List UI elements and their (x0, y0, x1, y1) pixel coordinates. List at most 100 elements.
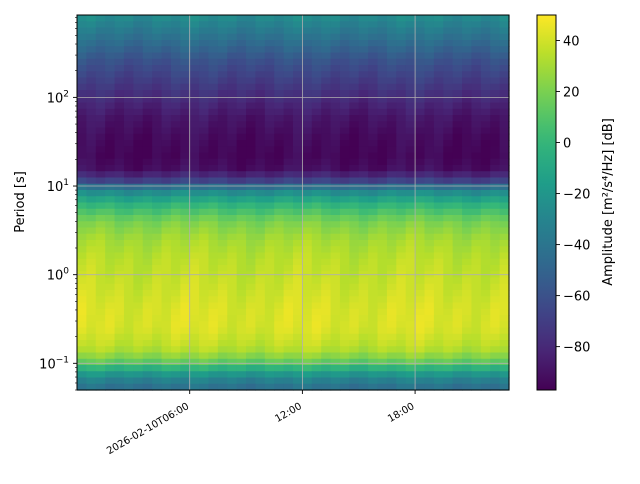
heatmap-cell (77, 277, 87, 285)
heatmap-cell (217, 252, 228, 260)
heatmap-cell (255, 221, 266, 229)
heatmap-cell (358, 227, 369, 235)
heatmap-cell (255, 83, 266, 91)
heatmap-cell (349, 108, 360, 116)
heatmap-cell (133, 321, 144, 329)
heatmap-cell (405, 108, 416, 116)
heatmap-cell (180, 177, 191, 185)
heatmap-cell (396, 115, 407, 122)
heatmap-cell (433, 146, 444, 154)
heatmap-cell (386, 158, 397, 166)
heatmap-cell (443, 346, 454, 354)
heatmap-cell (490, 133, 501, 141)
heatmap-cell (114, 358, 125, 366)
heatmap-cell (246, 171, 257, 179)
heatmap-cell (339, 202, 350, 210)
heatmap-cell (246, 96, 257, 104)
heatmap-cell (321, 302, 332, 310)
heatmap-cell (114, 333, 125, 341)
heatmap-cell (330, 146, 341, 154)
heatmap-cell (208, 290, 219, 297)
heatmap-cell (349, 221, 360, 229)
heatmap-cell (77, 83, 87, 91)
heatmap-cell (368, 133, 379, 141)
heatmap-cell (133, 65, 144, 72)
heatmap-cell (114, 302, 125, 310)
heatmap-cell (452, 46, 463, 54)
heatmap-cell (255, 58, 266, 66)
heatmap-cell (283, 58, 294, 66)
heatmap-cell (452, 140, 463, 147)
heatmap-cell (236, 302, 247, 310)
heatmap-cell (377, 40, 388, 47)
heatmap-cell (161, 52, 172, 60)
heatmap-cell (123, 190, 134, 197)
heatmap-cell (246, 121, 257, 129)
heatmap-cell (480, 140, 491, 147)
heatmap-cell (471, 90, 482, 97)
heatmap-cell (321, 171, 332, 179)
heatmap-cell (283, 308, 294, 316)
heatmap-cell (471, 15, 482, 22)
heatmap-cell (199, 358, 210, 366)
heatmap-cell (424, 352, 435, 360)
heatmap-cell (358, 115, 369, 122)
heatmap-cell (443, 246, 454, 254)
heatmap-cell (368, 33, 379, 41)
heatmap-cell (424, 290, 435, 297)
heatmap-cell (161, 108, 172, 116)
heatmap-cell (311, 171, 322, 179)
heatmap-cell (415, 371, 426, 379)
heatmap-cell (255, 240, 266, 247)
heatmap-cell (95, 108, 106, 116)
heatmap-cell (462, 46, 473, 54)
heatmap-cell (123, 358, 134, 366)
heatmap-cell (499, 221, 510, 229)
heatmap-cell (227, 352, 238, 360)
heatmap-cell (114, 277, 125, 285)
heatmap-cell (142, 196, 153, 204)
heatmap-cell (199, 152, 210, 160)
heatmap-cell (339, 90, 350, 97)
heatmap-cell (424, 183, 435, 191)
heatmap-cell (415, 290, 426, 297)
heatmap-cell (452, 177, 463, 185)
heatmap-cell (77, 365, 87, 372)
heatmap-cell (311, 58, 322, 66)
heatmap-cell (152, 196, 163, 204)
heatmap-cell (142, 240, 153, 247)
heatmap-cell (236, 183, 247, 191)
heatmap-cell (424, 283, 435, 291)
heatmap-cell (405, 46, 416, 54)
heatmap-cell (377, 358, 388, 366)
heatmap-cell (170, 46, 181, 54)
heatmap-cell (452, 83, 463, 91)
heatmap-cell (208, 102, 219, 110)
heatmap-cell (227, 371, 238, 379)
heatmap-cell (283, 21, 294, 29)
heatmap-cell (462, 52, 473, 60)
heatmap-cell (123, 196, 134, 204)
heatmap-cell (330, 290, 341, 297)
heatmap-cell (161, 33, 172, 41)
heatmap-cell (293, 152, 303, 160)
heatmap-cell (86, 177, 97, 185)
heatmap-cell (471, 196, 482, 204)
heatmap-cell (293, 227, 303, 235)
heatmap-cell (152, 127, 163, 135)
heatmap-cell (217, 371, 228, 379)
heatmap-cell (386, 40, 397, 47)
heatmap-cell (77, 33, 87, 41)
heatmap-cell (302, 277, 313, 285)
heatmap-cell (227, 115, 238, 122)
heatmap-cell (349, 140, 360, 147)
heatmap-cell (302, 221, 313, 229)
heatmap-cell (86, 96, 97, 104)
heatmap-cell (405, 321, 416, 329)
heatmap-cell (133, 83, 144, 91)
heatmap-cell (86, 302, 97, 310)
heatmap-cell (86, 321, 97, 329)
heatmap-cell (217, 46, 228, 54)
heatmap-cell (330, 46, 341, 54)
heatmap-cell (349, 252, 360, 260)
